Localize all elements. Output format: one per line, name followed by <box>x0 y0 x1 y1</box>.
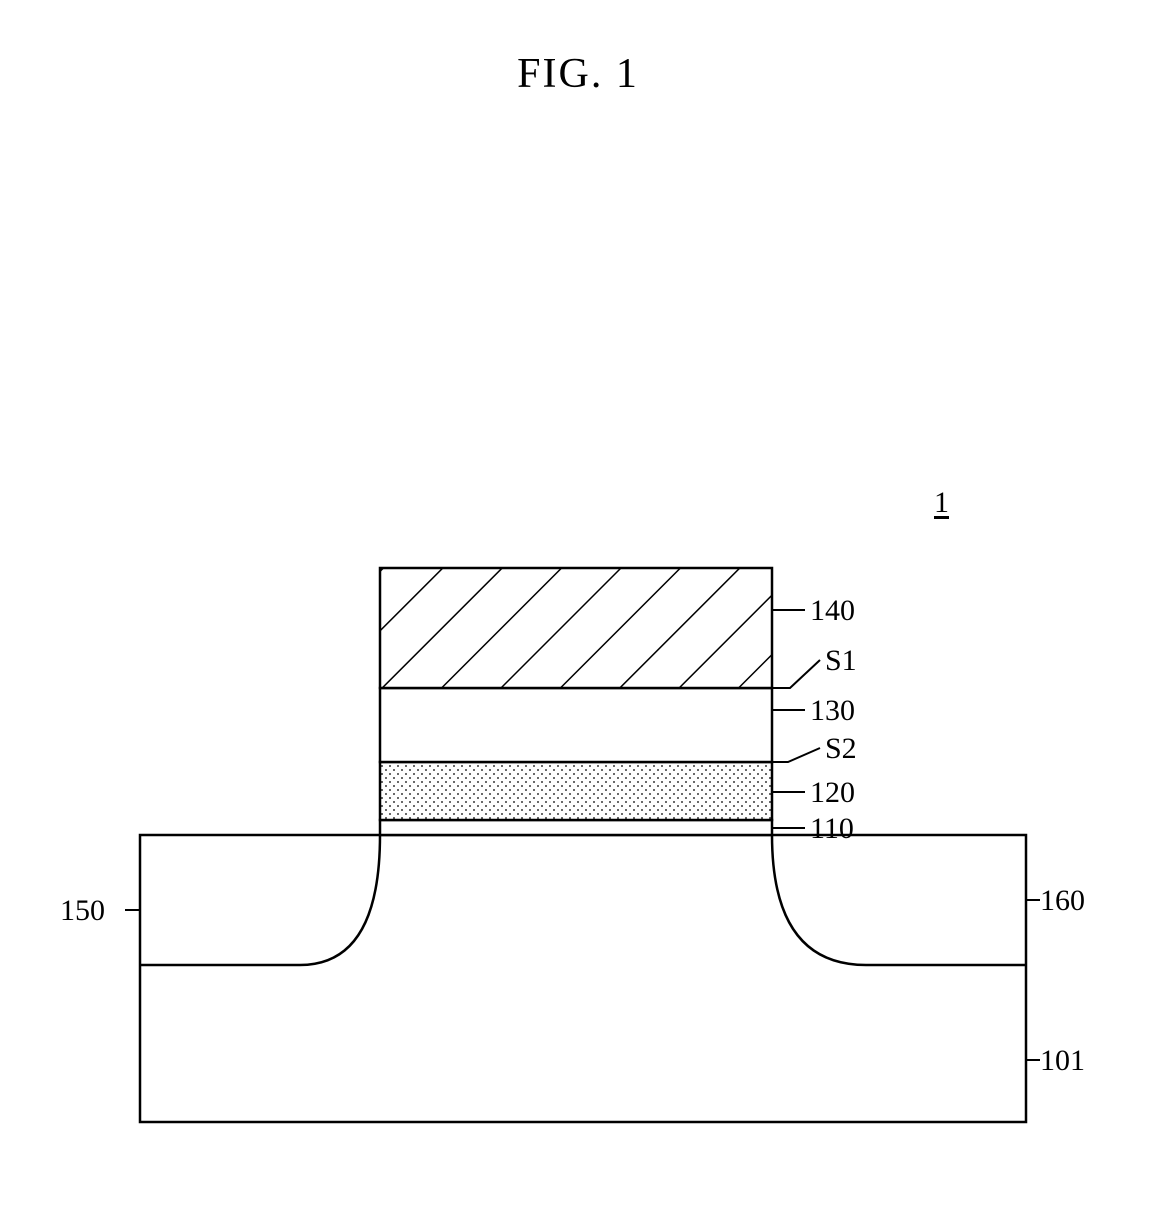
label-110: 110 <box>810 812 854 846</box>
leader-s2 <box>772 748 820 762</box>
label-140: 140 <box>810 594 855 628</box>
layer-110 <box>380 820 772 835</box>
layer-120 <box>380 762 772 820</box>
leader-s1 <box>772 660 820 688</box>
substrate-101 <box>140 835 1026 1122</box>
layer-140 <box>380 568 772 688</box>
label-130: 130 <box>810 694 855 728</box>
label-150: 150 <box>60 894 105 928</box>
layer-130 <box>380 688 772 762</box>
label-s1: S1 <box>825 644 857 678</box>
label-160: 160 <box>1040 884 1085 918</box>
label-s2: S2 <box>825 732 857 766</box>
label-120: 120 <box>810 776 855 810</box>
label-101: 101 <box>1040 1044 1085 1078</box>
diagram-svg <box>0 0 1156 1221</box>
figure-canvas: FIG. 1 1 <box>0 0 1156 1221</box>
